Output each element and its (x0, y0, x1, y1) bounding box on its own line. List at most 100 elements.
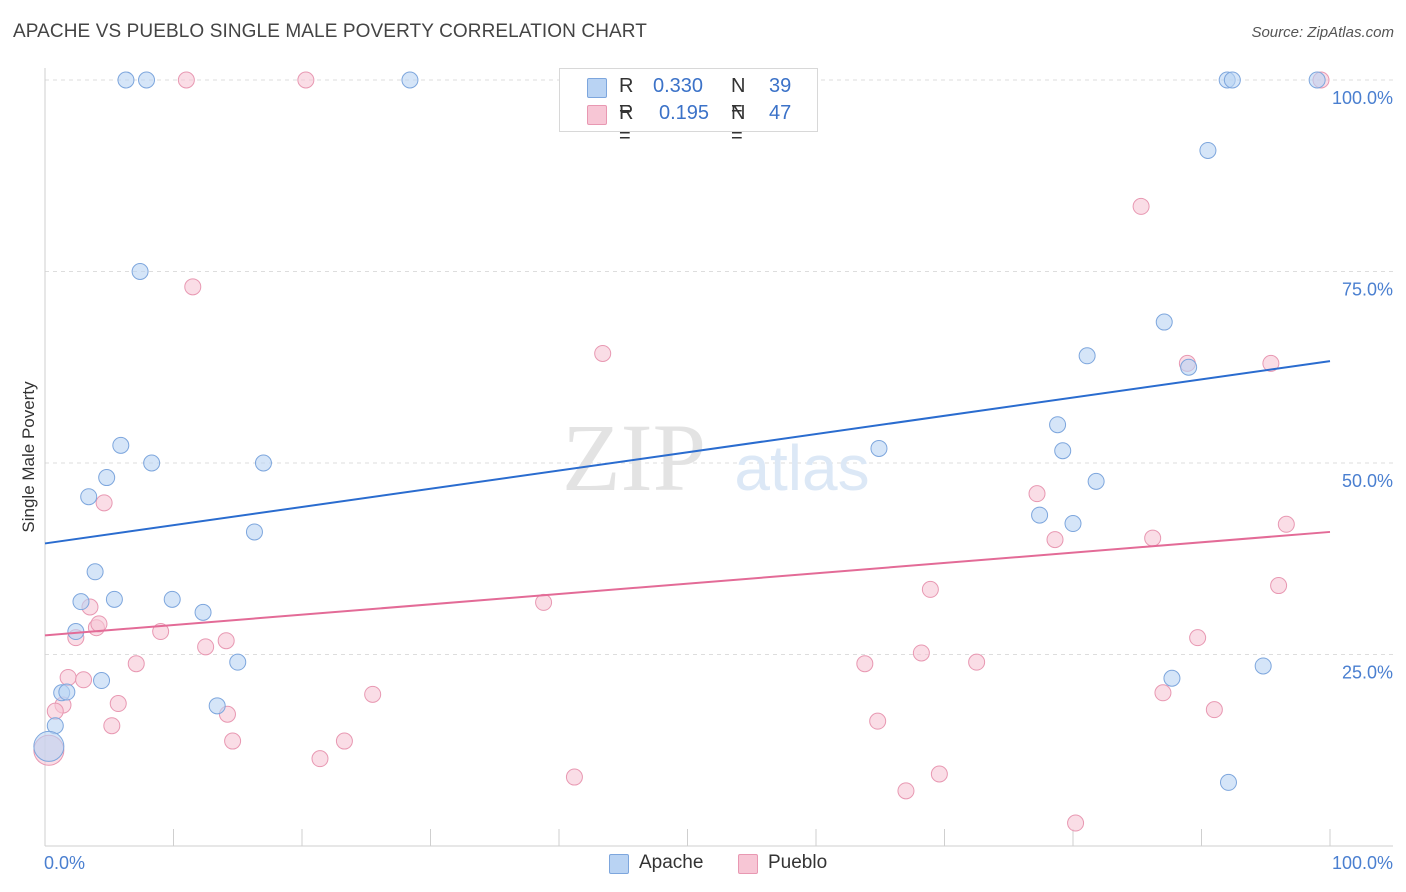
apache-point (1078, 347, 1096, 365)
y-axis-label: Single Male Poverty (19, 381, 38, 533)
bottom-legend-label: Pueblo (768, 852, 828, 873)
apache-point (1308, 71, 1326, 89)
axis-layer: 25.0% 50.0% 75.0% 100.0% 0.0% 100.0% (44, 68, 1393, 873)
pueblo-point (46, 702, 64, 720)
x-tick-label: 100.0% (1332, 853, 1393, 873)
apache-swatch (587, 78, 607, 98)
y-tick-label: 100.0% (1332, 88, 1393, 108)
trend-layer (44, 360, 1331, 637)
y-tick-label: 75.0% (1342, 280, 1393, 300)
pueblo-point (1067, 814, 1085, 832)
x-tick-label: 0.0% (44, 853, 85, 873)
apache-point (1031, 506, 1049, 524)
apache-point (131, 263, 149, 280)
apache-point (143, 454, 161, 472)
pueblo-point (311, 750, 329, 768)
pueblo-point (897, 782, 915, 800)
pueblo-point (90, 615, 108, 633)
watermark: ZIP atlas (562, 404, 870, 511)
apache-point (86, 563, 104, 581)
pueblo-point (535, 593, 553, 611)
apache-point (105, 590, 123, 608)
apache-point (208, 697, 226, 715)
legend-n-value: 47 (769, 102, 792, 124)
pueblo-point (921, 580, 939, 598)
pueblo-point (594, 344, 612, 362)
pueblo-point (930, 765, 948, 783)
pueblo-swatch (587, 105, 607, 125)
bottom-legend-label: Apache (639, 852, 704, 873)
pueblo-point (75, 671, 93, 689)
apache-point (1087, 472, 1105, 490)
ylabel-layer: Single Male Poverty (19, 381, 38, 533)
pueblo-point (103, 717, 121, 735)
apache-point (117, 71, 135, 89)
apache-point (112, 436, 130, 454)
apache-point (401, 71, 419, 89)
pueblo-point (912, 644, 930, 662)
legend-r-value: 0.195 (659, 102, 710, 124)
pueblo-trend-line (44, 530, 1331, 637)
chart-title: APACHE VS PUEBLO SINGLE MALE POVERTY COR… (13, 21, 647, 42)
legend-r-label: R = (619, 102, 634, 147)
pueblo-point (59, 668, 77, 686)
apache-point (138, 71, 156, 89)
apache-point (33, 730, 65, 762)
pueblo-point (1189, 629, 1207, 647)
pueblo-point (1277, 515, 1295, 533)
pueblo-point (1144, 529, 1162, 547)
pueblo-point (335, 732, 353, 750)
pueblo-swatch (738, 854, 758, 874)
pueblo-point (95, 494, 113, 512)
legend-n-label: N = (731, 75, 746, 120)
pueblo-point (364, 685, 382, 703)
apache-point (93, 672, 111, 690)
pueblo-point (1046, 531, 1064, 549)
pueblo-point (217, 632, 235, 650)
legend-r-label: R = (619, 75, 634, 120)
apache-point (1049, 416, 1067, 434)
pueblo-point (197, 638, 215, 656)
correlation-legend: R = 0.330 N = 39 R = 0.195 N = 47 (559, 68, 818, 147)
apache-point (1180, 358, 1198, 376)
y-tick-label: 50.0% (1342, 471, 1393, 491)
apache-point (98, 469, 116, 487)
apache-point (1054, 442, 1072, 460)
apache-point (72, 593, 90, 611)
apache-point (1219, 773, 1237, 791)
pueblo-point (565, 768, 583, 786)
apache-point (1199, 141, 1217, 159)
legend-n-value: 39 (769, 75, 792, 97)
watermark-zip: ZIP (562, 404, 706, 511)
pueblo-point (869, 712, 887, 730)
apache-point (1155, 313, 1173, 331)
pueblo-point (109, 695, 127, 713)
pueblo-point (127, 655, 145, 673)
pueblo-point (1132, 197, 1150, 215)
apache-point (80, 488, 98, 506)
apache-trend-line (44, 360, 1331, 545)
apache-point (1064, 515, 1082, 533)
pueblo-point (297, 71, 315, 89)
pueblo-point (177, 71, 195, 89)
pueblo-point (184, 278, 202, 296)
apache-point (870, 439, 888, 457)
apache-point (254, 454, 272, 472)
pueblo-point (968, 653, 986, 671)
pueblo-point (1205, 701, 1223, 719)
apache-points (33, 71, 1326, 791)
y-tick-label: 25.0% (1342, 663, 1393, 683)
pueblo-point (1262, 354, 1280, 372)
legend-n-label: N = (731, 102, 746, 147)
apache-point (194, 603, 212, 621)
apache-point (1254, 657, 1272, 675)
pueblo-point (856, 655, 874, 673)
apache-point (229, 653, 247, 671)
pueblo-point (224, 732, 242, 750)
apache-swatch (609, 854, 629, 874)
chart-source: Source: ZipAtlas.com (1251, 24, 1394, 41)
legend-r-value: 0.330 (653, 75, 704, 97)
apache-point (1223, 71, 1241, 89)
apache-point (245, 523, 263, 541)
